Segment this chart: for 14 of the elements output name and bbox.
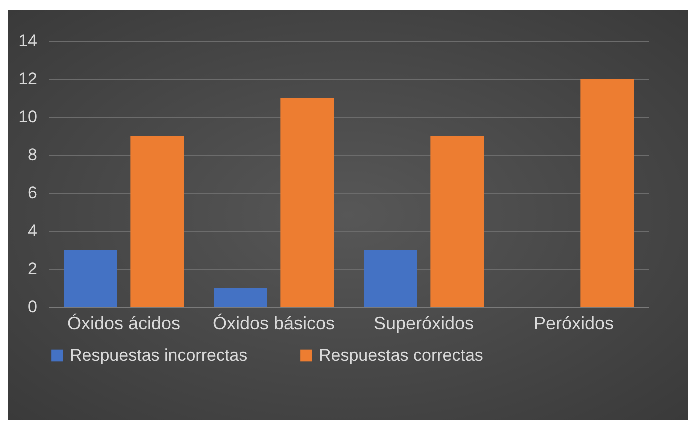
x-tick-label: Peróxidos bbox=[534, 314, 614, 334]
y-tick-label: 14 bbox=[18, 32, 38, 50]
x-tick-label: Óxidos ácidos bbox=[67, 314, 181, 334]
y-tick-label: 4 bbox=[28, 222, 38, 240]
y-tick-label: 2 bbox=[28, 260, 38, 278]
y-tick-label: 0 bbox=[28, 298, 38, 316]
x-tick-label: Óxidos básicos bbox=[212, 314, 336, 334]
y-tick-label: 8 bbox=[28, 146, 38, 164]
x-tick-label: Superóxidos bbox=[374, 314, 474, 334]
y-tick-label: 6 bbox=[28, 184, 38, 202]
legend-label: Respuestas correctas bbox=[319, 346, 484, 365]
y-tick-label: 10 bbox=[18, 108, 38, 126]
y-tick-label: 12 bbox=[18, 70, 38, 88]
legend-label: Respuestas incorrectas bbox=[70, 346, 248, 365]
